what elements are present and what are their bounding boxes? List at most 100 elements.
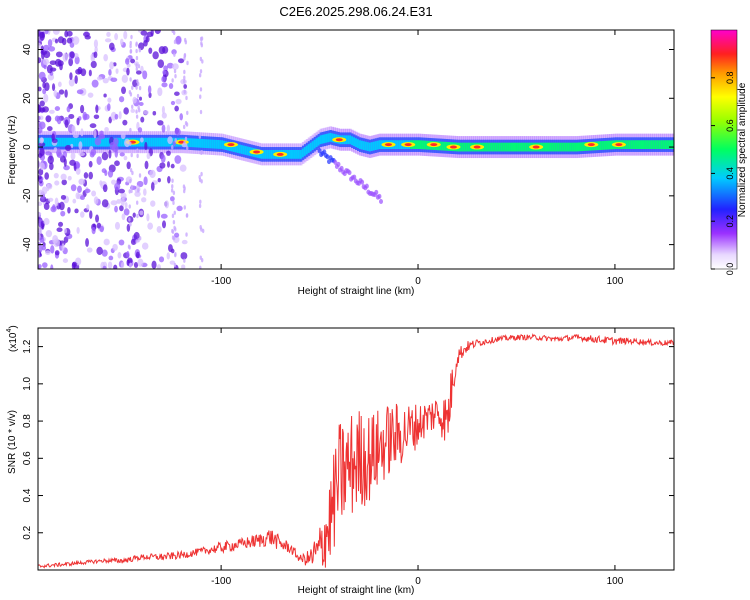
spectrogram-ridge-core — [520, 142, 523, 152]
spectrogram-speckle — [38, 264, 42, 269]
spectrogram-speckle — [135, 70, 142, 75]
spectrogram-speckle — [137, 188, 140, 193]
spectrogram-speckle — [103, 53, 109, 62]
spectrogram-speckle — [130, 108, 136, 113]
spectrogram-ridge-core — [563, 142, 567, 152]
colorbar-tick-label: 0.2 — [725, 215, 735, 228]
spectrogram-speckle — [107, 97, 112, 103]
spectrogram-ridge-core — [559, 142, 563, 152]
spectrogram-ridge-core — [71, 137, 75, 147]
spectrogram-speckle — [117, 251, 122, 259]
spectrogram-speckle — [44, 82, 50, 92]
spectrogram-speckle — [170, 188, 174, 193]
spectrogram-ridge-core — [642, 140, 646, 150]
spectrogram-ridge-core — [57, 137, 61, 147]
spectrogram-speckle — [166, 150, 171, 156]
spectrogram-speckle — [44, 30, 49, 35]
spectrogram-speckle — [198, 73, 202, 78]
spectrogram-speckle — [123, 155, 128, 161]
spectrogram-ytick-label: -20 — [22, 188, 33, 203]
spectrogram-ridge-core — [89, 137, 92, 147]
spectrogram-ridge-core — [648, 140, 651, 150]
spectrogram-speckle — [93, 114, 100, 120]
spectrogram-speckle — [199, 199, 202, 204]
spectrogram-ridge-core — [193, 138, 197, 148]
spectrogram-speckle — [327, 159, 332, 165]
spectrogram-speckle — [112, 243, 118, 251]
spectrogram-speckle — [54, 106, 61, 111]
spectrogram-speckle — [111, 179, 117, 185]
spectrogram-speckle — [173, 225, 176, 231]
spectrogram-ridge-core — [514, 142, 518, 152]
spectrogram-ridge-core — [656, 140, 659, 150]
spectrogram-speckle — [199, 109, 203, 115]
spectrogram-ridge-core — [418, 140, 421, 150]
spectrogram-speckle — [56, 115, 62, 125]
spectrogram-ridge-core — [85, 137, 88, 147]
spectrogram-speckle — [171, 184, 174, 189]
spectrogram-speckle — [352, 174, 357, 180]
spectrogram-ridge-core — [652, 140, 655, 150]
spectrogram-ridge-core — [205, 139, 208, 149]
spectrogram-speckle — [140, 116, 145, 123]
spectrogram-speckle — [174, 91, 180, 96]
spectrogram-ridge-core — [542, 142, 545, 152]
spectrogram-speckle — [130, 184, 133, 190]
spectrogram-speckle — [46, 64, 53, 74]
spectrogram-frame — [37, 29, 675, 270]
spectrogram-speckle — [118, 188, 125, 194]
spectrogram-ridge-core — [636, 140, 640, 150]
spectrogram-speckle — [129, 141, 132, 146]
spectrogram-speckle — [137, 81, 140, 87]
spectrogram-speckle — [181, 264, 186, 269]
spectrogram-speckle — [185, 213, 189, 218]
spectrogram-speckle — [38, 57, 42, 64]
spectrogram-speckle — [200, 257, 204, 263]
spectrogram-ridge-core — [69, 137, 73, 147]
spectrogram-speckle — [173, 210, 176, 215]
spectrogram-ridge-core — [581, 142, 585, 152]
spectrogram-ridge-core — [45, 137, 49, 147]
spectrogram-speckle — [135, 114, 139, 119]
spectrogram-ridge-core — [398, 140, 401, 150]
spectrogram-ridge-core — [414, 140, 417, 150]
spectrogram-ridge-core — [268, 149, 271, 159]
spectrogram-speckle — [42, 262, 48, 268]
spectrogram-speckle — [145, 35, 150, 43]
spectrogram-ridge-core — [311, 141, 315, 150]
spectrogram-ridge-core — [396, 140, 399, 150]
spectrogram-ridge-core — [49, 137, 53, 147]
spectrogram-ridge-core — [634, 140, 638, 150]
spectrogram-speckle — [49, 109, 55, 114]
spectrogram-speckle — [46, 183, 50, 192]
spectrogram-ridge-core — [102, 137, 106, 147]
spectrogram-speckle — [73, 52, 79, 58]
spectrogram-speckle — [120, 197, 125, 207]
spectrogram-speckle — [143, 176, 148, 186]
spectrogram-speckle — [38, 168, 44, 176]
spectrogram-speckle — [84, 188, 91, 193]
spectrogram-ridge-core — [293, 149, 297, 159]
colorbar-gradient — [710, 29, 738, 270]
spectrogram-ridge-core — [118, 137, 122, 147]
snr-series-line — [38, 333, 674, 569]
spectrogram-ridge-core — [160, 137, 163, 147]
snr-xlabel: Height of straight line (km) — [298, 585, 415, 596]
spectrogram-ridge-core — [152, 137, 155, 147]
spectrogram-speckle — [199, 94, 202, 99]
spectrogram-xlabel: Height of straight line (km) — [298, 286, 415, 297]
spectrogram-ridge-core — [331, 133, 334, 143]
spectrogram-ridge-core — [260, 149, 264, 159]
spectrogram-speckle — [69, 51, 75, 59]
spectrogram-speckle — [137, 258, 144, 267]
spectrogram-speckle — [135, 63, 138, 68]
spectrogram-speckle — [49, 60, 57, 66]
spectrogram-speckle — [88, 160, 93, 168]
spectrogram-speckle — [169, 260, 176, 265]
spectrogram-ridge-core — [290, 149, 293, 159]
spectrogram-ridge-core — [650, 140, 653, 150]
spectrogram-ridge-core — [567, 142, 571, 152]
spectrogram-speckle — [106, 31, 111, 37]
spectrogram-ridge-core — [327, 133, 331, 143]
spectrogram-ridge-core — [295, 149, 299, 159]
